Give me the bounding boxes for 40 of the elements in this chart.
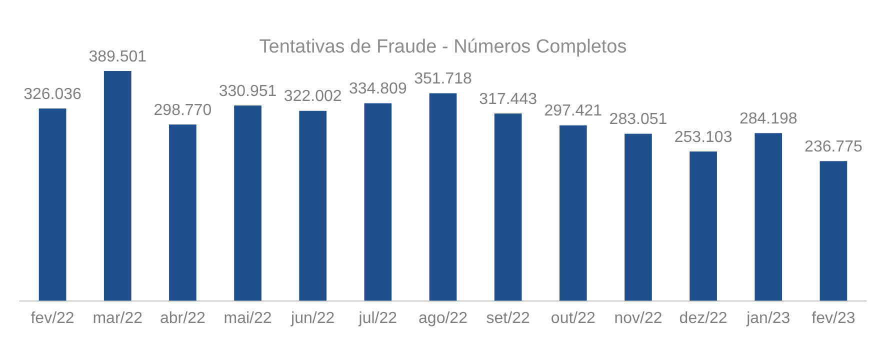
x-tick-label: fev/23 [812, 310, 856, 327]
chart-title: Tentativas de Fraude - Números Completos [259, 36, 627, 58]
bar [299, 110, 327, 301]
data-label: 389.501 [88, 48, 147, 66]
data-label: 236.775 [804, 138, 862, 156]
x-tick-label: abr/22 [160, 310, 206, 327]
x-tick-label: jun/22 [290, 310, 335, 327]
data-label: 253.103 [674, 128, 732, 146]
data-label: 326.036 [24, 86, 82, 103]
bar [754, 133, 782, 301]
data-label: 330.951 [218, 82, 277, 100]
bar [38, 108, 66, 301]
bar [494, 114, 522, 301]
bar [169, 124, 196, 301]
bar [104, 70, 132, 301]
bar [364, 103, 392, 301]
bar [429, 93, 457, 301]
x-tick-label: jan/23 [746, 310, 790, 327]
data-label: 322.002 [284, 88, 342, 106]
data-label: 317.443 [479, 90, 538, 108]
x-tick-label: set/22 [486, 310, 530, 327]
data-label: 284.198 [739, 110, 798, 128]
bar [690, 151, 717, 301]
x-tick-label: dez/22 [679, 310, 728, 327]
bar [234, 106, 262, 301]
x-tick-label: mar/22 [92, 310, 143, 327]
data-label: 297.421 [544, 102, 602, 120]
x-tick-label: nov/22 [614, 310, 662, 327]
data-label: 334.809 [349, 80, 407, 98]
data-label: 351.718 [414, 70, 472, 88]
bar [820, 161, 848, 301]
bar [624, 134, 652, 301]
x-tick-label: out/22 [550, 310, 596, 327]
x-tick-label: mai/22 [224, 310, 272, 327]
data-label: 298.770 [154, 102, 212, 119]
x-tick-label: jul/22 [358, 310, 398, 327]
bar [559, 125, 587, 301]
x-tick-label: fev/22 [30, 310, 74, 327]
data-label: 283.051 [609, 111, 668, 128]
x-tick-label: ago/22 [418, 310, 468, 327]
